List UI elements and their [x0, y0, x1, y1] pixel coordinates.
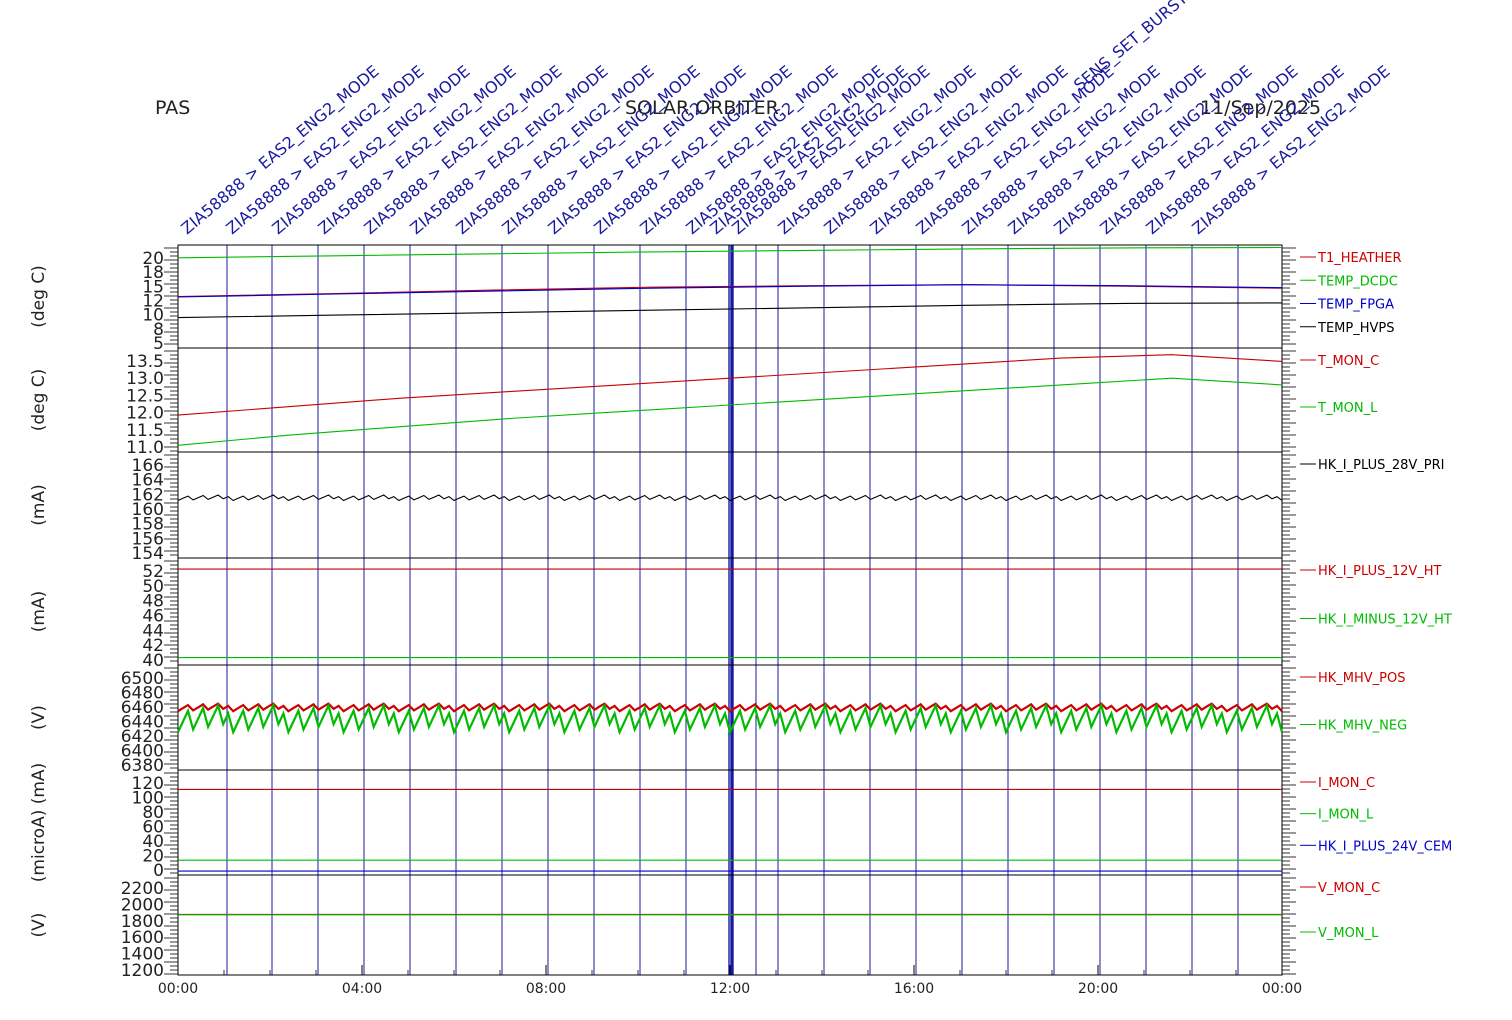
y-tick-label: 6500: [121, 669, 164, 689]
panel-frame: [177, 244, 1283, 349]
legend-label: I_MON_C: [1318, 776, 1375, 791]
y-tick-label: 1600: [121, 928, 164, 948]
x-tick-label: 20:00: [1078, 981, 1118, 997]
x-tick-label: 08:00: [526, 981, 566, 997]
y-tick-label: 12: [142, 292, 164, 312]
legend-label: I_MON_L: [1318, 808, 1374, 823]
y-tick-label: 1200: [121, 961, 164, 981]
header-center: SOLAR ORBITER: [625, 97, 779, 119]
y-axis-label: (deg C): [29, 369, 49, 432]
y-tick-label: 52: [142, 562, 164, 582]
y-tick-label: 6380: [121, 756, 164, 776]
panel-frame: [177, 664, 1283, 771]
series-line: [177, 702, 1284, 736]
legend-label: HK_I_PLUS_28V_PRI: [1318, 458, 1444, 473]
y-tick-label: 18: [142, 263, 164, 283]
y-axis-label: (V): [29, 913, 49, 938]
x-tick-label: 00:00: [1262, 981, 1302, 997]
legend-label: HK_MHV_NEG: [1318, 719, 1407, 734]
y-tick-label: 48: [142, 592, 164, 612]
y-tick-label: 13.0: [126, 369, 164, 389]
y-axis-label: (deg C): [29, 265, 49, 328]
legend-label: TEMP_FPGA: [1317, 298, 1394, 313]
legend-label: TEMP_DCDC: [1317, 274, 1398, 289]
legend-label: HK_I_PLUS_24V_CEM: [1318, 839, 1452, 854]
series-line: [177, 377, 1283, 446]
y-tick-label: 6420: [121, 727, 164, 747]
x-tick-label: 04:00: [342, 981, 382, 997]
y-axis-label: (V): [29, 705, 49, 730]
y-axis-label: (mA): [29, 591, 49, 632]
y-tick-label: 154: [132, 544, 164, 564]
y-tick-label: 6480: [121, 684, 164, 704]
y-tick-label: 20: [142, 249, 164, 269]
y-tick-label: 1800: [121, 912, 164, 932]
legend-label: V_MON_L: [1318, 926, 1379, 941]
y-tick-label: 46: [142, 607, 164, 627]
legend-label: HK_I_MINUS_12V_HT: [1318, 613, 1452, 628]
y-tick-label: 100: [132, 789, 164, 809]
y-tick-label: 40: [142, 832, 164, 852]
legend-label: V_MON_C: [1318, 881, 1380, 896]
y-tick-label: 11.0: [126, 438, 164, 458]
y-tick-label: 20: [142, 847, 164, 867]
series-line: [177, 302, 1283, 319]
x-tick-label: 12:00: [710, 981, 750, 997]
series-line: [177, 246, 1283, 259]
series-line: [177, 284, 1283, 298]
header-right: 11/Sep/2025: [1200, 97, 1322, 119]
y-tick-label: 1400: [121, 945, 164, 965]
y-tick-label: 60: [142, 818, 164, 838]
legend-label: TEMP_HVPS: [1317, 321, 1394, 336]
panel-frame: [177, 874, 1283, 976]
y-tick-label: 166: [132, 456, 164, 476]
legend-label: HK_MHV_POS: [1318, 671, 1406, 686]
y-tick-label: 15: [142, 277, 164, 297]
panel-frame: [177, 451, 1283, 559]
y-tick-label: 2200: [121, 879, 164, 899]
y-axis-label: (microA) (mA): [29, 763, 49, 882]
series-line: [177, 702, 1283, 713]
y-tick-label: 6440: [121, 713, 164, 733]
y-tick-label: 120: [132, 774, 164, 794]
y-tick-label: 11.5: [126, 421, 164, 441]
y-tick-label: 40: [142, 651, 164, 671]
series-line: [177, 284, 1283, 298]
header-left: PAS: [155, 97, 191, 119]
y-tick-label: 10: [142, 306, 164, 326]
y-tick-label: 12.0: [126, 404, 164, 424]
y-tick-label: 164: [132, 471, 164, 491]
x-tick-label: 16:00: [894, 981, 934, 997]
panel-frame: [177, 557, 1283, 666]
series-line: [177, 494, 1283, 502]
y-tick-label: 6460: [121, 698, 164, 718]
y-axis-label: (mA): [29, 484, 49, 525]
y-tick-label: 156: [132, 529, 164, 549]
y-tick-label: 42: [142, 636, 164, 656]
legend-label: T_MON_C: [1317, 354, 1379, 369]
panel-frame: [177, 769, 1283, 876]
y-tick-label: 5: [153, 334, 164, 354]
x-tick-label: 00:00: [158, 981, 198, 997]
y-tick-label: 8: [153, 320, 164, 340]
y-tick-label: 158: [132, 515, 164, 535]
panel-frame: [177, 347, 1283, 453]
y-tick-label: 162: [132, 485, 164, 505]
y-tick-label: 6400: [121, 742, 164, 762]
y-tick-label: 160: [132, 500, 164, 520]
y-tick-label: 0: [153, 861, 164, 881]
y-tick-label: 80: [142, 803, 164, 823]
legend-label: T1_HEATHER: [1317, 251, 1402, 266]
y-tick-label: 13.5: [126, 352, 164, 372]
y-tick-label: 12.5: [126, 386, 164, 406]
series-line: [177, 354, 1283, 416]
legend-label: T_MON_L: [1317, 401, 1378, 416]
y-tick-label: 44: [142, 621, 164, 641]
y-tick-label: 2000: [121, 895, 164, 915]
y-tick-label: 50: [142, 577, 164, 597]
legend-label: HK_I_PLUS_12V_HT: [1318, 564, 1442, 579]
